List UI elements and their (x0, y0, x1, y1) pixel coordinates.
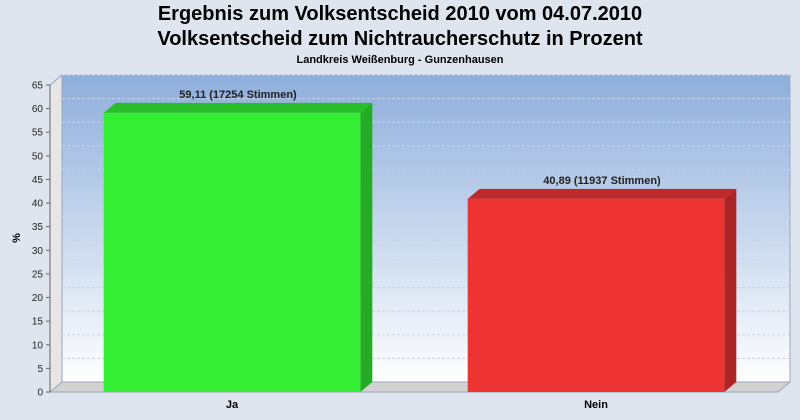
y-tick-label: 40 (32, 199, 44, 210)
y-tick-label: 50 (32, 151, 44, 162)
bar-front (103, 112, 361, 393)
y-tick-label: 25 (32, 269, 44, 280)
x-tick-label: Ja (226, 399, 239, 411)
chart-subtitle-main: Volksentscheid zum Nichtraucherschutz in… (157, 28, 643, 50)
bar-top (103, 102, 373, 113)
y-tick-label: 65 (32, 81, 44, 92)
y-tick-label: 15 (32, 317, 44, 328)
y-tick-label: 20 (32, 293, 44, 304)
y-tick-label: 60 (32, 104, 44, 115)
data-label: 40,89 (11937 Stimmen) (543, 175, 661, 187)
y-tick-label: 55 (32, 128, 44, 139)
x-axis: Ja Nein (226, 399, 608, 411)
y-tick-label: 45 (32, 175, 44, 186)
bars: 59,11 (17254 Stimmen) 40,89 (11937 Stimme… (103, 89, 737, 393)
bar-side (360, 102, 373, 393)
bar-front (467, 198, 725, 392)
side-wall (49, 73, 63, 394)
chart-title: Ergebnis zum Volksentscheid 2010 vom 04.… (157, 3, 643, 25)
y-tick-label: 5 (37, 364, 43, 375)
y-tick-label: 30 (32, 246, 44, 257)
bar-ja (103, 102, 373, 393)
bar-top (467, 188, 737, 199)
x-tick-label: Nein (584, 399, 608, 411)
bar-side (724, 188, 737, 392)
bar-nein (467, 188, 737, 392)
y-axis: 0 5 10 15 20 25 30 35 40 45 50 55 60 65 (32, 81, 51, 399)
y-axis-label: % (11, 233, 23, 243)
y-tick-label: 0 (37, 388, 43, 399)
y-tick-label: 10 (32, 340, 44, 351)
y-tick-label: 35 (32, 222, 44, 233)
data-label: 59,11 (17254 Stimmen) (179, 89, 297, 101)
chart-subtitle: Landkreis Weißenburg - Gunzenhausen (296, 54, 504, 66)
